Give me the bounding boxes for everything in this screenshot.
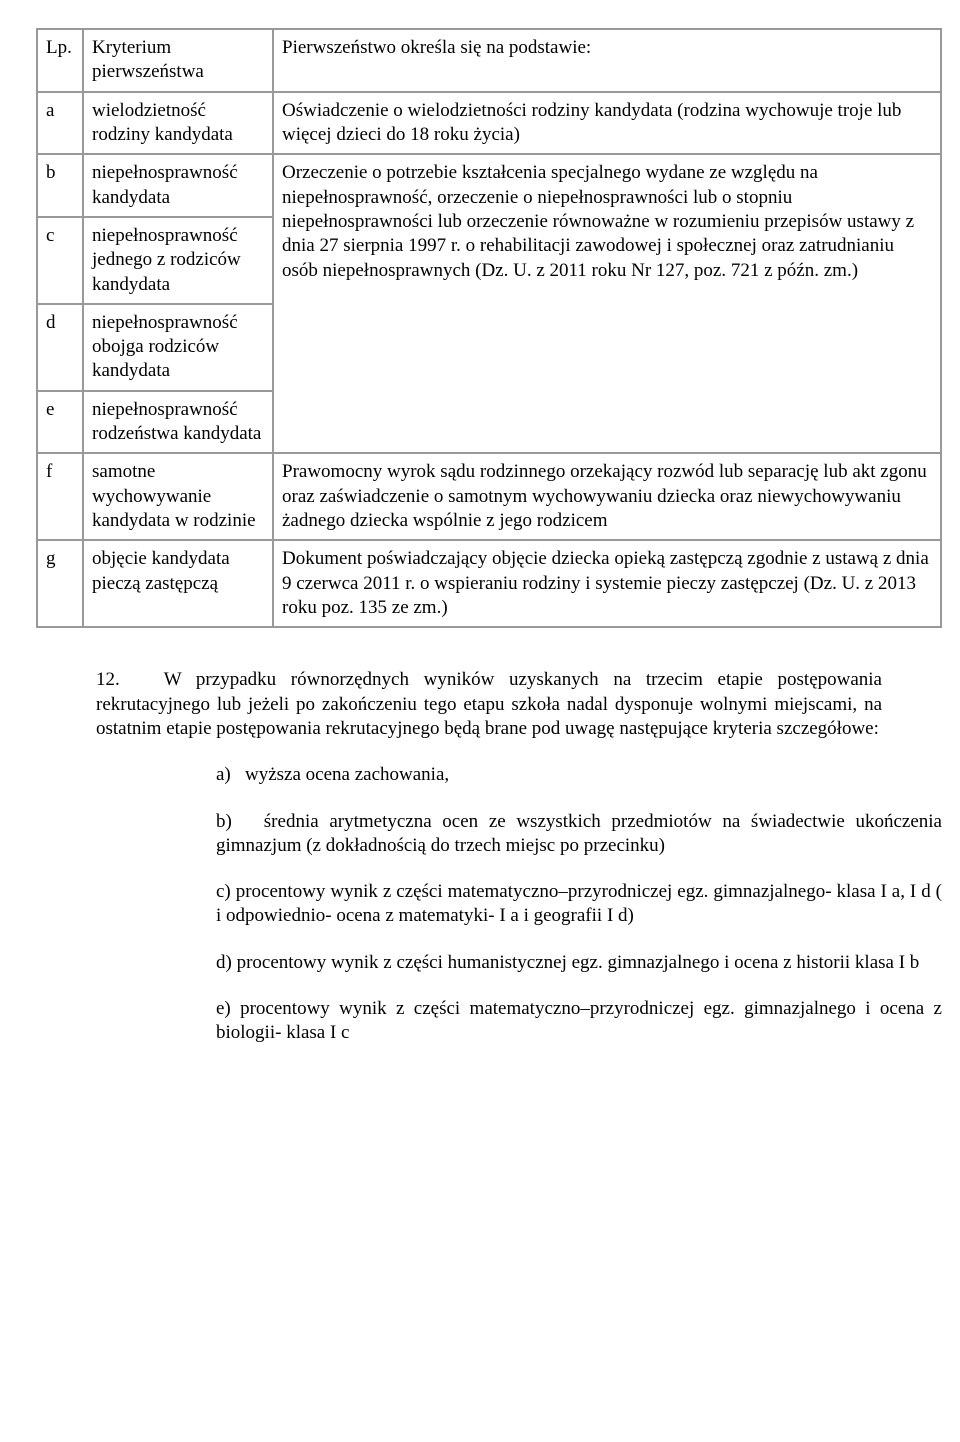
lp-d: d xyxy=(37,304,83,391)
lp-f: f xyxy=(37,453,83,540)
basis-g: Dokument poświadczający objęcie dziecka … xyxy=(273,540,941,627)
criteria-table: Lp. Kryterium pierwszeństwa Pierwszeństw… xyxy=(36,28,942,628)
lp-a: a xyxy=(37,92,83,155)
kryt-g: objęcie kandydata pieczą zastępczą xyxy=(83,540,273,627)
lp-c: c xyxy=(37,217,83,304)
kryt-f: samotne wychowywanie kandydata w rodzini… xyxy=(83,453,273,540)
sub-item-b: b) średnia arytmetyczna ocen ze wszystki… xyxy=(216,810,942,859)
header-kryt: Kryterium pierwszeństwa xyxy=(83,29,273,92)
header-basis: Pierwszeństwo określa się na podstawie: xyxy=(273,29,941,92)
lp-b: b xyxy=(37,154,83,217)
kryt-a: wielodzietność rodziny kandydata xyxy=(83,92,273,155)
paragraph-12: 12. W przypadku równorzędnych wyników uz… xyxy=(96,668,882,741)
sub-item-a: a) wyższa ocena zachowania, xyxy=(216,763,942,787)
basis-f: Prawomocny wyrok sądu rodzinnego orzekaj… xyxy=(273,453,941,540)
basis-bcd: Orzeczenie o potrzebie kształcenia specj… xyxy=(273,154,941,453)
table-row-a: a wielodzietność rodziny kandydata Oświa… xyxy=(37,92,941,155)
sub-item-c: c) procentowy wynik z części matematyczn… xyxy=(216,880,942,929)
sub-item-d: d) procentowy wynik z części humanistycz… xyxy=(216,951,942,975)
sub-criteria-list: a) wyższa ocena zachowania, b) średnia a… xyxy=(216,763,942,1046)
lp-e: e xyxy=(37,391,83,454)
kryt-b: niepełnosprawność kandydata xyxy=(83,154,273,217)
kryt-d: niepełnosprawność obojga rodziców kandyd… xyxy=(83,304,273,391)
kryt-e: niepełnosprawność rodzeństwa kandydata xyxy=(83,391,273,454)
kryt-c: niepełnosprawność jednego z rodziców kan… xyxy=(83,217,273,304)
table-header-row: Lp. Kryterium pierwszeństwa Pierwszeństw… xyxy=(37,29,941,92)
header-lp: Lp. xyxy=(37,29,83,92)
table-row-f: f samotne wychowywanie kandydata w rodzi… xyxy=(37,453,941,540)
table-row-b: b niepełnosprawność kandydata Orzeczenie… xyxy=(37,154,941,217)
basis-a: Oświadczenie o wielodzietności rodziny k… xyxy=(273,92,941,155)
sub-item-e: e) procentowy wynik z części matematyczn… xyxy=(216,997,942,1046)
table-row-g: g objęcie kandydata pieczą zastępczą Dok… xyxy=(37,540,941,627)
lp-g: g xyxy=(37,540,83,627)
